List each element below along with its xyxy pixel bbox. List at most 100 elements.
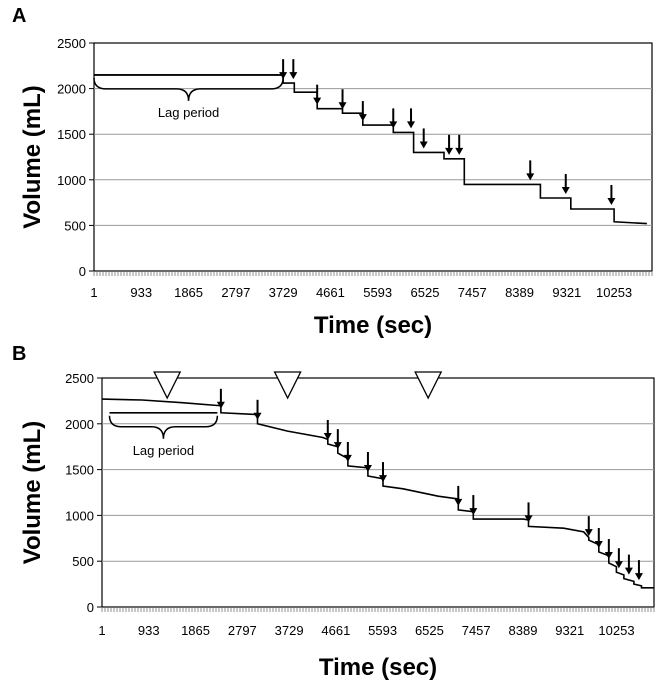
- arrow-head: [378, 475, 387, 483]
- x-tick-label: 9321: [552, 285, 581, 300]
- x-tick-label: 3729: [269, 285, 298, 300]
- arrow-marker: [624, 554, 633, 575]
- x-tick-label: 6525: [415, 623, 444, 638]
- x-tick-label: 4661: [321, 623, 350, 638]
- arrow-head: [561, 187, 570, 195]
- arrow-marker: [594, 528, 603, 549]
- arrow-marker: [407, 108, 416, 129]
- arrow-head: [279, 72, 288, 80]
- y-tick-label: 1000: [57, 173, 86, 188]
- arrow-marker: [333, 429, 342, 450]
- arrow-head: [338, 102, 347, 110]
- lag-period-label: Lag period: [133, 443, 194, 458]
- x-tick-label: 5593: [368, 623, 397, 638]
- y-axis-title: Volume (mL): [19, 85, 46, 229]
- arrow-marker: [526, 160, 535, 181]
- arrow-marker: [253, 399, 262, 420]
- plot-area: [93, 42, 653, 272]
- y-tick-label: 1500: [65, 463, 94, 478]
- arrow-head: [363, 465, 372, 473]
- arrow-head: [445, 147, 454, 155]
- x-tick-label: 10253: [598, 623, 634, 638]
- series-line: [94, 74, 647, 225]
- panel-b: [97, 371, 655, 612]
- panel-a: [89, 42, 653, 276]
- x-tick-label: 2797: [228, 623, 257, 638]
- x-minor-ticks: [93, 271, 653, 276]
- x-tick-label: 3729: [275, 623, 304, 638]
- x-tick-label: 8389: [505, 285, 534, 300]
- arrow-marker: [454, 485, 463, 506]
- arrow-marker: [604, 539, 613, 560]
- y-tick-label: 1500: [57, 127, 86, 142]
- arrow-marker: [584, 516, 593, 537]
- arrow-head: [469, 508, 478, 516]
- lag-period-label: Lag period: [158, 105, 219, 120]
- arrow-head: [524, 515, 533, 523]
- plot-area: [101, 377, 655, 608]
- arrow-marker: [419, 128, 428, 149]
- lag-brace: [108, 415, 219, 439]
- arrow-head: [607, 197, 616, 205]
- arrow-head: [358, 114, 367, 122]
- x-axis-title: Time (sec): [319, 654, 437, 681]
- arrow-marker: [607, 184, 616, 205]
- y-tick-label: 2000: [65, 417, 94, 432]
- triangle-marker: [273, 371, 302, 400]
- arrow-marker: [338, 89, 347, 110]
- arrow-marker: [455, 134, 464, 155]
- x-tick-label: 6525: [411, 285, 440, 300]
- arrow-marker: [561, 174, 570, 195]
- y-tick-label: 2500: [57, 36, 86, 51]
- x-tick-label: 1: [98, 623, 105, 638]
- x-tick-label: 10253: [596, 285, 632, 300]
- arrow-head: [584, 529, 593, 537]
- x-tick-label: 1865: [181, 623, 210, 638]
- arrow-head: [333, 442, 342, 450]
- arrow-marker: [216, 388, 225, 409]
- arrow-head: [624, 567, 633, 575]
- arrow-head: [454, 498, 463, 506]
- arrow-head: [289, 72, 298, 80]
- arrow-marker: [634, 560, 643, 581]
- arrow-head: [526, 173, 535, 181]
- arrow-head: [634, 573, 643, 581]
- panel-letter: A: [12, 5, 26, 27]
- arrow-head: [594, 541, 603, 549]
- x-tick-label: 4661: [316, 285, 345, 300]
- x-tick-label: 933: [130, 285, 152, 300]
- x-axis-title: Time (sec): [314, 312, 432, 339]
- arrow-marker: [614, 548, 623, 569]
- y-tick-label: 0: [87, 600, 94, 615]
- triangle-marker: [414, 371, 443, 400]
- x-tick-label: 7457: [458, 285, 487, 300]
- x-tick-label: 9321: [555, 623, 584, 638]
- y-tick-label: 500: [64, 218, 86, 233]
- arrow-marker: [323, 419, 332, 440]
- x-tick-label: 1865: [174, 285, 203, 300]
- arrow-head: [419, 141, 428, 149]
- y-tick-label: 0: [79, 264, 86, 279]
- panel-letter: B: [12, 343, 26, 365]
- arrow-head: [389, 121, 398, 129]
- y-tick-label: 1000: [65, 508, 94, 523]
- arrow-marker: [343, 441, 352, 462]
- x-tick-label: 933: [138, 623, 160, 638]
- y-tick-label: 500: [72, 554, 94, 569]
- arrow-marker: [279, 59, 288, 80]
- arrow-marker: [363, 452, 372, 473]
- x-tick-label: 2797: [221, 285, 250, 300]
- arrow-head: [253, 412, 262, 420]
- arrow-head: [323, 432, 332, 440]
- arrow-head: [614, 561, 623, 569]
- arrow-marker: [289, 59, 298, 80]
- arrow-marker: [389, 108, 398, 129]
- x-tick-label: 8389: [509, 623, 538, 638]
- y-axis-title: Volume (mL): [19, 421, 46, 565]
- x-tick-label: 1: [90, 285, 97, 300]
- arrow-head: [216, 401, 225, 409]
- arrow-marker: [358, 101, 367, 122]
- arrow-marker: [445, 134, 454, 155]
- arrow-marker: [524, 502, 533, 523]
